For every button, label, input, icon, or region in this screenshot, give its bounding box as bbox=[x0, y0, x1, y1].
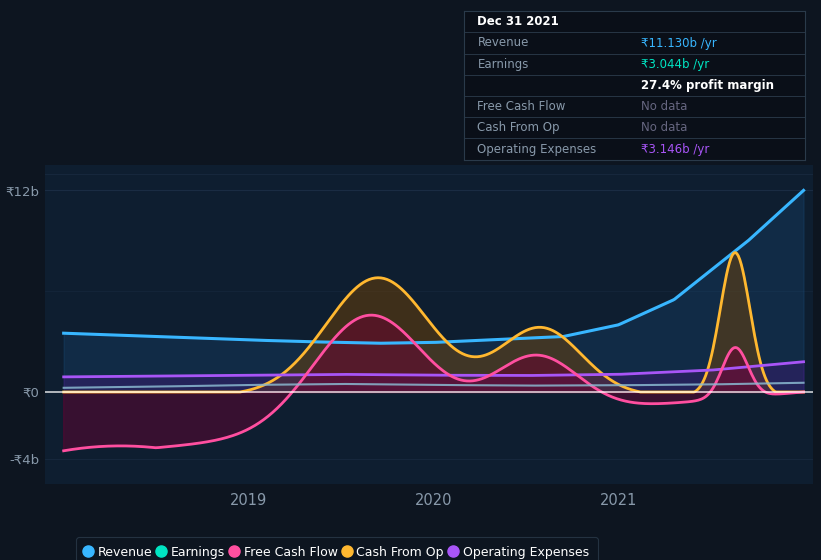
Text: Earnings: Earnings bbox=[478, 58, 529, 71]
Text: Dec 31 2021: Dec 31 2021 bbox=[478, 15, 559, 29]
Text: 27.4% profit margin: 27.4% profit margin bbox=[641, 79, 774, 92]
Text: Revenue: Revenue bbox=[478, 36, 529, 49]
Text: ₹3.044b /yr: ₹3.044b /yr bbox=[641, 58, 709, 71]
Text: No data: No data bbox=[641, 122, 687, 134]
Text: Operating Expenses: Operating Expenses bbox=[478, 142, 597, 156]
Text: Cash From Op: Cash From Op bbox=[478, 122, 560, 134]
Text: No data: No data bbox=[641, 100, 687, 113]
Text: ₹11.130b /yr: ₹11.130b /yr bbox=[641, 36, 717, 49]
Legend: Revenue, Earnings, Free Cash Flow, Cash From Op, Operating Expenses: Revenue, Earnings, Free Cash Flow, Cash … bbox=[76, 537, 598, 560]
Text: Free Cash Flow: Free Cash Flow bbox=[478, 100, 566, 113]
Text: ₹3.146b /yr: ₹3.146b /yr bbox=[641, 142, 709, 156]
